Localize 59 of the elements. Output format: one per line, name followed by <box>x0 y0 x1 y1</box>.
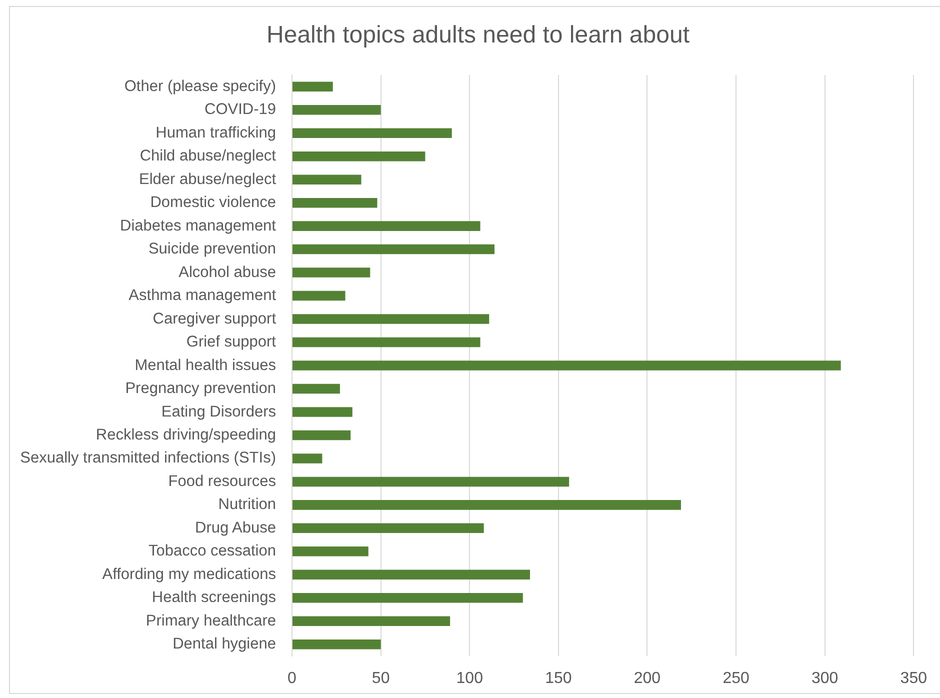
bar <box>292 593 523 603</box>
bar <box>292 523 484 534</box>
y-tick-label: Affording my medications <box>102 566 276 583</box>
bar <box>292 290 346 301</box>
bar <box>292 198 378 208</box>
x-tick-label: 250 <box>722 670 750 688</box>
bar <box>292 128 452 138</box>
bar <box>292 244 494 254</box>
y-tick-label: Mental health issues <box>134 356 276 374</box>
bar <box>292 500 681 510</box>
bar <box>292 151 426 162</box>
y-tick-label: Primary healthcare <box>146 612 276 630</box>
bar <box>292 476 570 487</box>
y-tick-label: Diabetes management <box>120 217 277 234</box>
bar <box>292 616 450 626</box>
bar <box>292 174 362 184</box>
bar <box>292 640 381 650</box>
y-tick-label: Tobacco cessation <box>148 542 276 560</box>
chart-title: Health topics adults need to learn about <box>266 22 690 49</box>
bar <box>292 570 530 580</box>
y-tick-label: COVID-19 <box>204 101 276 118</box>
bar <box>292 221 480 231</box>
y-tick-label: Asthma management <box>128 287 277 304</box>
y-tick-label: Grief support <box>186 334 277 351</box>
bar <box>292 430 351 440</box>
bar <box>292 407 352 417</box>
bar <box>292 384 340 394</box>
y-tick-label: Other (please specify) <box>124 78 276 95</box>
y-tick-label: Health screenings <box>152 589 276 606</box>
bar <box>292 268 370 278</box>
x-tick-label: 350 <box>900 670 928 688</box>
x-tick-label: 50 <box>372 670 390 688</box>
y-tick-label: Eating Disorders <box>161 403 276 420</box>
bar <box>292 546 368 556</box>
y-tick-label: Suicide prevention <box>148 240 276 258</box>
y-tick-label: Human trafficking <box>156 124 276 142</box>
y-tick-label: Elder abuse/neglect <box>138 170 277 188</box>
bar <box>292 82 333 92</box>
x-tick-label: 0 <box>288 670 297 688</box>
bar <box>292 104 381 115</box>
x-tick-label: 200 <box>634 670 661 688</box>
y-tick-label: Drug Abuse <box>195 519 276 536</box>
x-tick-label: 100 <box>456 670 484 688</box>
bar <box>292 337 480 348</box>
y-tick-label: Food resources <box>168 472 276 490</box>
y-tick-label: Domestic violence <box>150 194 276 212</box>
bar <box>292 454 322 464</box>
x-tick-label: 150 <box>545 670 572 688</box>
bar <box>292 314 490 324</box>
y-tick-label: Caregiver support <box>152 310 277 328</box>
x-tick-label: 300 <box>811 670 838 688</box>
y-tick-label: Alcohol abuse <box>178 264 276 281</box>
y-tick-label: Child abuse/neglect <box>140 148 277 165</box>
bar <box>292 360 841 370</box>
y-tick-label: Pregnancy prevention <box>125 380 276 398</box>
y-tick-label: Dental hygiene <box>172 636 276 653</box>
y-tick-label: Nutrition <box>218 496 276 514</box>
y-tick-label: Reckless driving/speeding <box>96 426 276 444</box>
y-tick-label: Sexually transmitted infections (STIs) <box>20 450 276 467</box>
